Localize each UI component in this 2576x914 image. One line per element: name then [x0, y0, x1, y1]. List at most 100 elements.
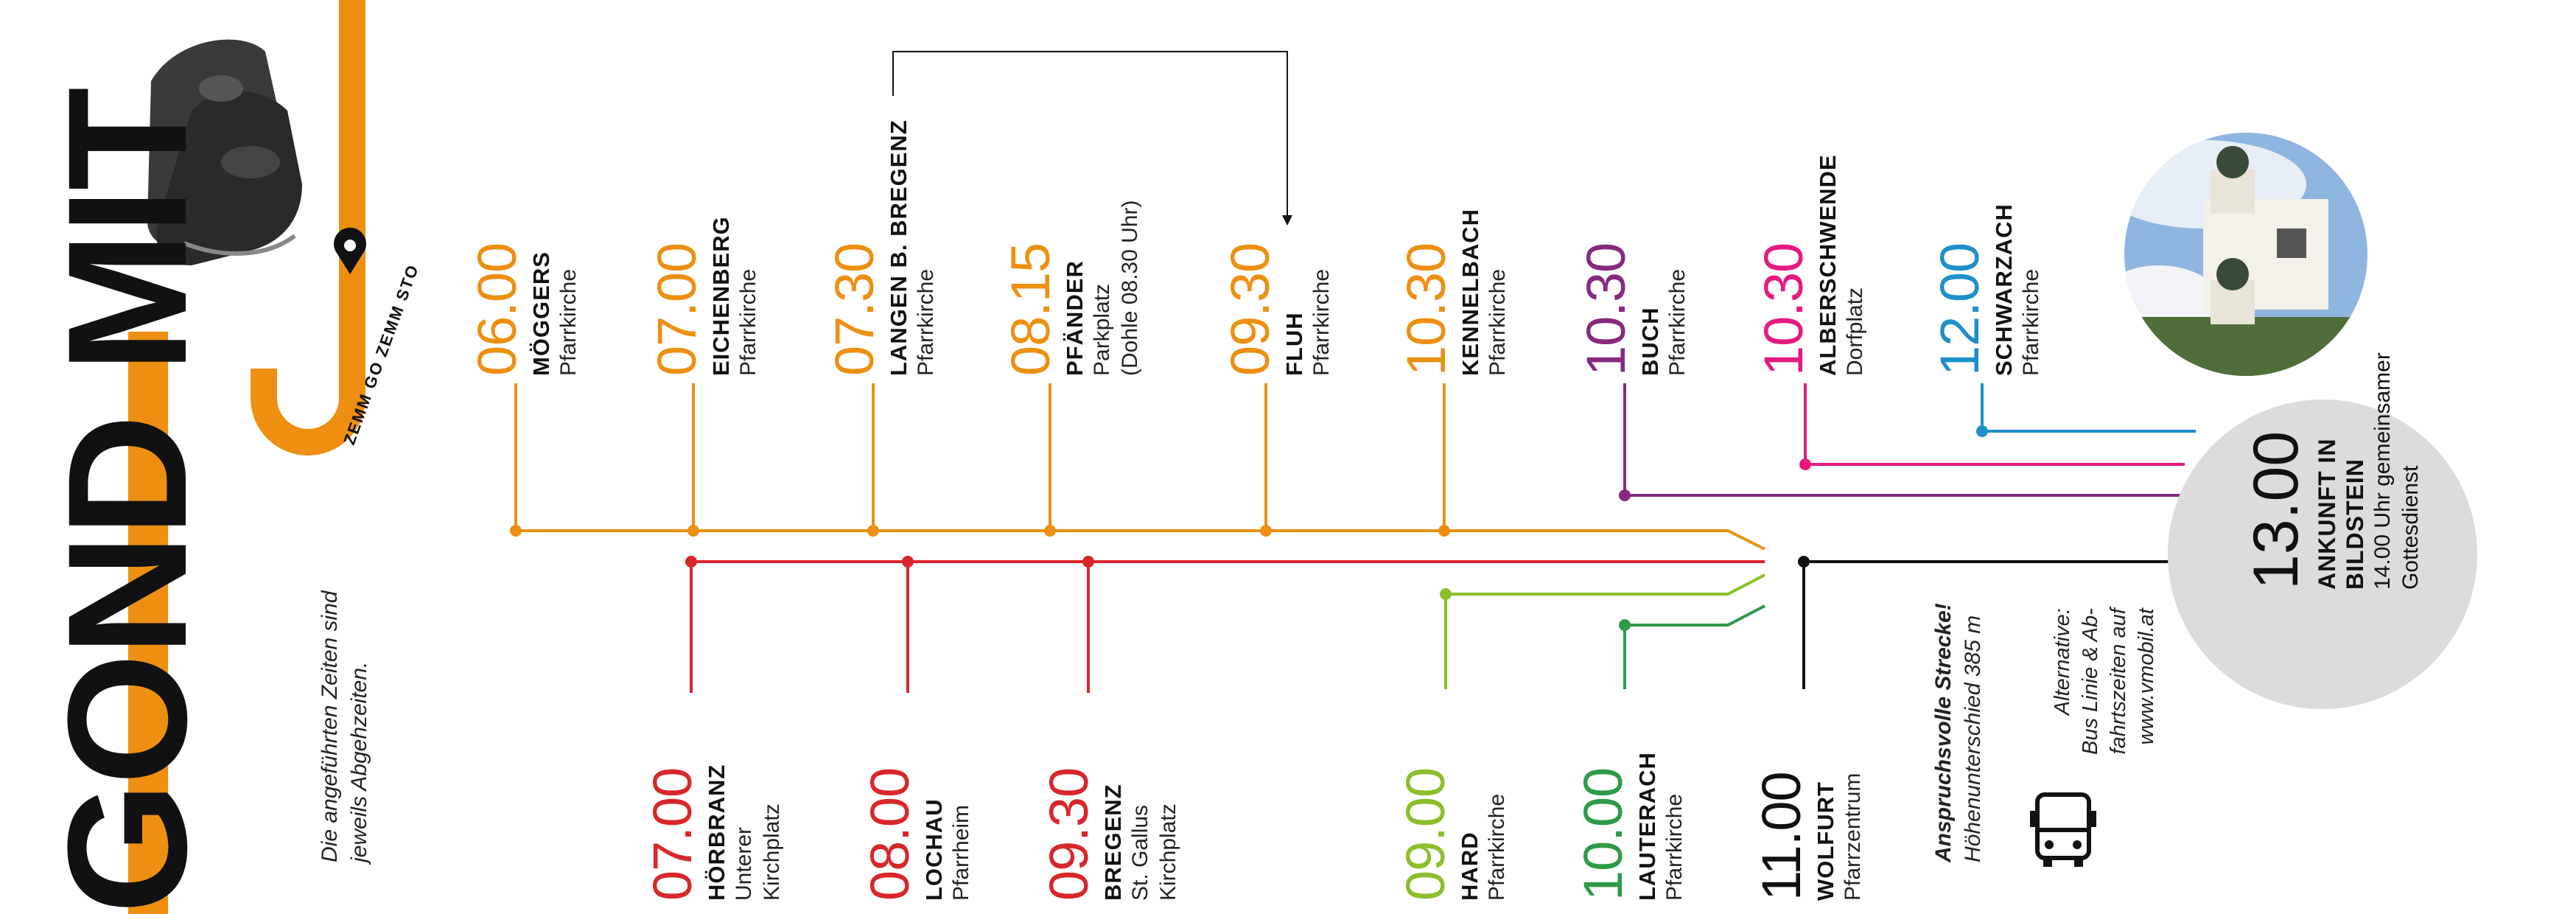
- stop-sub: Pfarrkirche: [1665, 268, 1690, 376]
- stop-dot: [1798, 556, 1810, 568]
- stop-sub: St. Gallus: [1128, 804, 1152, 901]
- stop-sub: (Dohle 08.30 Uhr): [1118, 200, 1142, 376]
- stop-dot: [1044, 525, 1056, 537]
- stop-name: MÖGGERS: [528, 251, 554, 376]
- alternative-line-3: fahrtszeiten auf: [2107, 608, 2130, 755]
- destination-name-1: ANKUNFT IN: [2314, 438, 2340, 590]
- stop-lochau[interactable]: 08.00 LOCHAU Pfarrheim: [858, 768, 976, 901]
- stop-time: 09.30: [1219, 243, 1281, 376]
- challenge-line-2: Höhenunterschied 385 m: [1961, 615, 1985, 862]
- stop-dot: [1976, 425, 1988, 437]
- stop-time: 06.00: [466, 243, 528, 376]
- destination-time: 13.00: [2241, 430, 2311, 590]
- note-block: Die angeführten Zeiten sind jeweils Abge…: [315, 590, 374, 862]
- stop-dot: [1799, 458, 1811, 470]
- stop-time: 10.00: [1572, 767, 1634, 901]
- connector-line: [892, 51, 1288, 217]
- stop-name: LANGEN B. BREGENZ: [886, 119, 911, 376]
- stop-sub: Pfarrkirche: [556, 268, 581, 376]
- page-title: GOND MIT: [32, 90, 222, 914]
- stop-sub: Dorfplatz: [1843, 287, 1867, 376]
- stop-name: LOCHAU: [921, 798, 947, 901]
- stop-langen[interactable]: 07.30 LANGEN B. BREGENZ Pfarrkirche: [823, 119, 940, 376]
- stop-sub: Kirchplatz: [1156, 803, 1180, 901]
- stop-sub: Pfarrkirche: [1485, 268, 1510, 376]
- stop-name: EICHENBERG: [708, 216, 734, 376]
- stop-moeggers[interactable]: 06.00 MÖGGERS Pfarrkirche: [466, 243, 583, 376]
- alternative-line-4: www.vmobil.at: [2135, 608, 2158, 745]
- stop-name: BREGENZ: [1100, 784, 1126, 901]
- stop-sub: Pfarrkirche: [1662, 793, 1687, 901]
- stop-sub: Unterer: [732, 826, 756, 901]
- stop-name: LAUTERACH: [1634, 752, 1660, 901]
- stop-sub: Pfarrkirche: [1309, 268, 1334, 376]
- stop-sub: Pfarrkirche: [736, 268, 760, 376]
- stop-wolfurt[interactable]: 11.00 WOLFURT Pfarrzentrum: [1750, 772, 1867, 901]
- stop-dot: [1440, 588, 1452, 600]
- arrow-head: [1282, 215, 1292, 226]
- title-orange-bar: [128, 332, 168, 914]
- stop-hoerbranz[interactable]: 07.00 HÖRBRANZ Unterer Kirchplatz: [641, 764, 786, 901]
- stop-dot: [510, 525, 522, 537]
- slogan-hook: [251, 0, 365, 456]
- stop-sub: Parkplatz: [1090, 283, 1114, 376]
- stop-time: 07.00: [642, 767, 703, 901]
- stop-kennelbach[interactable]: 10.30 KENNELBACH Pfarrkirche: [1395, 209, 1512, 376]
- stop-dot: [685, 556, 697, 568]
- stop-time: 07.00: [646, 243, 707, 376]
- stop-time: 10.30: [1753, 243, 1814, 376]
- stop-alberschwende[interactable]: 10.30 ALBERSCHWENDE Dorfplatz: [1752, 154, 1869, 376]
- stop-time: 10.30: [1396, 243, 1457, 376]
- stop-dot: [867, 525, 879, 537]
- alternative-line-1: Alternative:: [2051, 608, 2074, 716]
- stop-sub: Pfarrkirche: [2019, 268, 2043, 376]
- stop-dot: [1619, 619, 1631, 631]
- stop-sub: Pfarrkirche: [914, 268, 938, 376]
- stop-buch[interactable]: 10.30 BUCH Pfarrkirche: [1575, 243, 1692, 376]
- stop-name: KENNELBACH: [1457, 209, 1483, 376]
- stop-name: HARD: [1457, 831, 1483, 901]
- destination-block: 13.00 ANKUNFT IN BILDSTEIN 14.00 Uhr gem…: [2240, 352, 2425, 590]
- alternative-note: Alternative: Bus Linie & Ab- fahrtszeite…: [2048, 608, 2160, 755]
- stop-sub: Kirchplatz: [760, 803, 784, 901]
- stop-hard[interactable]: 09.00 HARD Pfarrkirche: [1394, 768, 1511, 901]
- boots-icon: [147, 39, 302, 266]
- stop-name: SCHWARZACH: [1991, 203, 2017, 376]
- orange-route-line: [516, 529, 1765, 551]
- destination-name-2: BILDSTEIN: [2342, 458, 2368, 590]
- stop-lauterach[interactable]: 10.00 LAUTERACH Pfarrkirche: [1572, 752, 1689, 901]
- stop-sub: Pfarrzentrum: [1841, 772, 1865, 901]
- destination-circle: [2168, 400, 2477, 709]
- stop-name: HÖRBRANZ: [704, 764, 729, 901]
- stop-name: WOLFURT: [1813, 781, 1838, 901]
- stop-time: 08.00: [859, 767, 920, 901]
- stop-fluh[interactable]: 09.30 FLUH Pfarrkirche: [1219, 243, 1336, 376]
- destination-sub-1: 14.00 Uhr gemeinsamer: [2370, 352, 2395, 590]
- stop-eichenberg[interactable]: 07.00 EICHENBERG Pfarrkirche: [645, 216, 763, 376]
- stop-pfaender[interactable]: 08.15 PFÄNDER Parkplatz (Dohle 08.30 Uhr…: [999, 200, 1144, 376]
- note-line-2: jeweils Abgehzeiten.: [347, 661, 371, 862]
- stop-name: PFÄNDER: [1062, 260, 1088, 376]
- stop-dot: [1619, 489, 1631, 501]
- note-line-1: Die angeführten Zeiten sind: [318, 590, 342, 862]
- location-pin-icon: [334, 227, 366, 274]
- stop-schwarzach[interactable]: 12.00 SCHWARZACH Pfarrkirche: [1928, 203, 2045, 376]
- bus-icon: [2030, 792, 2096, 867]
- stop-sub: Pfarrheim: [949, 804, 973, 901]
- stop-name: ALBERSCHWENDE: [1815, 154, 1841, 376]
- stop-time: 11.00: [1751, 772, 1812, 901]
- stop-dot: [902, 556, 914, 568]
- stop-time: 07.30: [824, 243, 885, 376]
- stop-sub: Pfarrkirche: [1485, 793, 1509, 901]
- stop-dot: [1260, 525, 1272, 537]
- stop-time: 12.00: [1929, 243, 1990, 376]
- lightgreen-route-line: [1446, 573, 1765, 596]
- alternative-line-2: Bus Linie & Ab-: [2079, 608, 2102, 755]
- stop-name: BUCH: [1637, 307, 1663, 376]
- stop-dot: [1438, 525, 1450, 537]
- stop-time: 09.00: [1395, 767, 1456, 901]
- stop-bregenz[interactable]: 09.30 BREGENZ St. Gallus Kirchplatz: [1037, 768, 1183, 901]
- stop-time: 08.15: [1000, 243, 1061, 376]
- stop-time: 10.30: [1575, 243, 1637, 376]
